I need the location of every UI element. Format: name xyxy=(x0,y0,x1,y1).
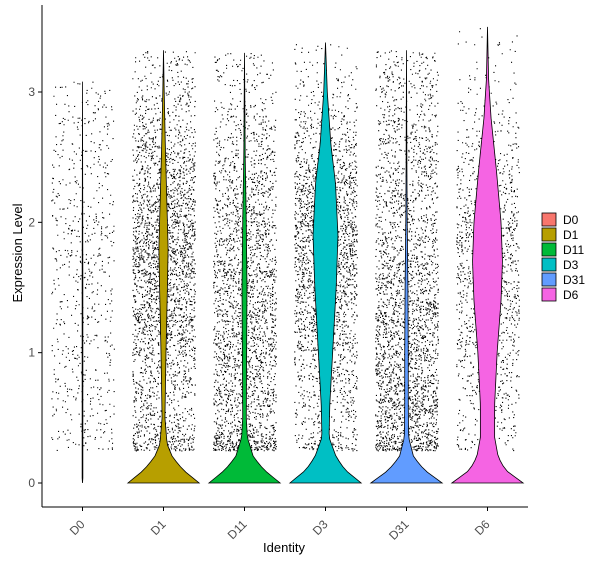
violin-D0 xyxy=(81,81,84,484)
y-tick-label: 0 xyxy=(28,476,35,490)
y-tick-label: 2 xyxy=(28,215,35,229)
points-D3 xyxy=(294,44,358,452)
legend-swatch xyxy=(541,287,557,302)
x-axis: D0 D1 D11 D3 D31 D6 xyxy=(42,506,528,543)
points-D0 xyxy=(51,81,115,451)
legend-swatch xyxy=(541,227,557,242)
violins-layer xyxy=(81,26,525,484)
x-tick-label: D6 xyxy=(472,517,493,538)
legend-swatch xyxy=(541,257,557,272)
legend-label: D0 xyxy=(563,213,579,227)
violin-D11 xyxy=(207,52,282,484)
x-tick-label: D11 xyxy=(225,517,250,542)
y-tick-label: 1 xyxy=(28,346,35,360)
y-axis-title: Expression Level xyxy=(10,203,25,302)
legend-label: D6 xyxy=(563,288,579,302)
y-axis: 0 1 2 3 xyxy=(28,5,43,507)
x-tick-label: D0 xyxy=(67,517,88,538)
points-layer xyxy=(51,28,520,452)
legend-swatch xyxy=(541,242,557,257)
legend-label: D31 xyxy=(563,273,585,287)
legend-swatch xyxy=(541,272,557,287)
x-tick-label: D31 xyxy=(386,517,412,543)
x-tick-label: D1 xyxy=(148,517,169,538)
violin-D6 xyxy=(450,26,525,484)
legend-label: D3 xyxy=(563,258,579,272)
legend-label: D1 xyxy=(563,228,579,242)
violin-D1 xyxy=(126,50,201,484)
violin-D31 xyxy=(369,50,444,484)
x-axis-title: Identity xyxy=(263,540,305,555)
violin-D3 xyxy=(288,42,363,484)
y-tick-label: 3 xyxy=(28,85,35,99)
legend-swatch xyxy=(541,212,557,227)
legend-label: D11 xyxy=(563,243,584,257)
x-tick-label: D3 xyxy=(310,517,331,538)
points-D11 xyxy=(213,53,277,452)
